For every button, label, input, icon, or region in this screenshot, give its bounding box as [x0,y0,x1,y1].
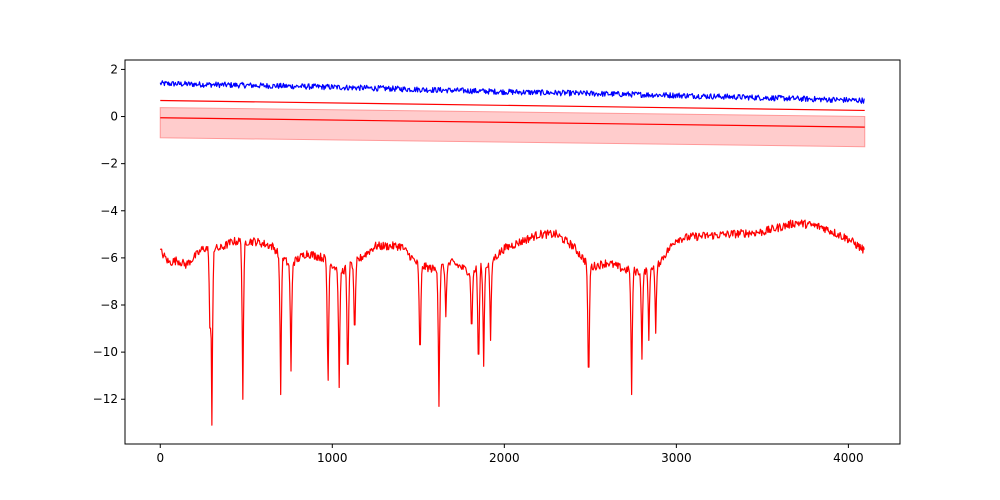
y-tick-label: −12 [93,392,118,406]
y-axis: 2 0 −2 −4 −6 −8 −10 −12 [93,62,125,406]
red-straight-line [160,99,865,112]
blue-noisy-series [159,80,865,104]
x-tick-label: 0 [156,451,164,465]
band-layer [159,107,866,148]
x-tick-label: 1000 [317,451,348,465]
y-tick-label: −2 [100,157,118,171]
line-layer [159,80,865,426]
red-noisy-series [159,219,865,426]
x-tick-label: 4000 [833,451,864,465]
plot-frame [124,59,901,445]
band-center-line [160,117,865,128]
y-tick-label: −10 [93,345,118,359]
y-tick-label: −4 [100,204,118,218]
x-axis: 0 1000 2000 3000 4000 [156,444,864,465]
confidence-band [159,107,866,148]
y-tick-label: 0 [110,110,118,124]
x-tick-label: 2000 [489,451,520,465]
x-tick-label: 3000 [661,451,692,465]
y-tick-label: −8 [100,298,118,312]
y-tick-label: −6 [100,251,118,265]
y-tick-label: 2 [110,62,118,76]
